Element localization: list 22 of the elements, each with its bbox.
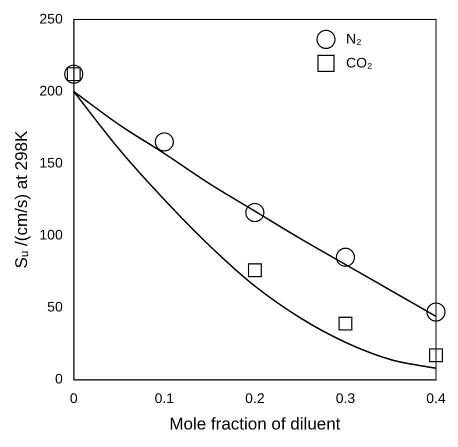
point [245, 202, 264, 222]
y-tick-label: 0 [54, 370, 63, 387]
y-axis-title: Sᵤ /(cm/s) at 298K [12, 130, 31, 269]
y-tick-label: 50 [47, 298, 63, 315]
x-axis-title: Mole fraction of diluent [169, 414, 341, 434]
x-tick-label: 0.4 [426, 390, 446, 406]
point [338, 316, 352, 331]
y-tick-label: 250 [39, 10, 63, 26]
point [154, 132, 174, 152]
legend-label: N₂ [346, 30, 362, 46]
x-tick-label: 0.3 [336, 390, 356, 406]
y-tick-label: 100 [39, 226, 63, 242]
x-tick-label: 0.1 [154, 390, 174, 406]
point [426, 302, 446, 322]
point [336, 248, 356, 267]
y-tick-label: 200 [39, 82, 63, 98]
y-tick-label: 150 [39, 154, 63, 170]
point [248, 263, 262, 278]
point [429, 348, 443, 362]
x-tick-label: 0.2 [245, 390, 265, 406]
legend-label: CO₂ [346, 54, 372, 70]
x-tick-label: 0 [70, 390, 78, 406]
